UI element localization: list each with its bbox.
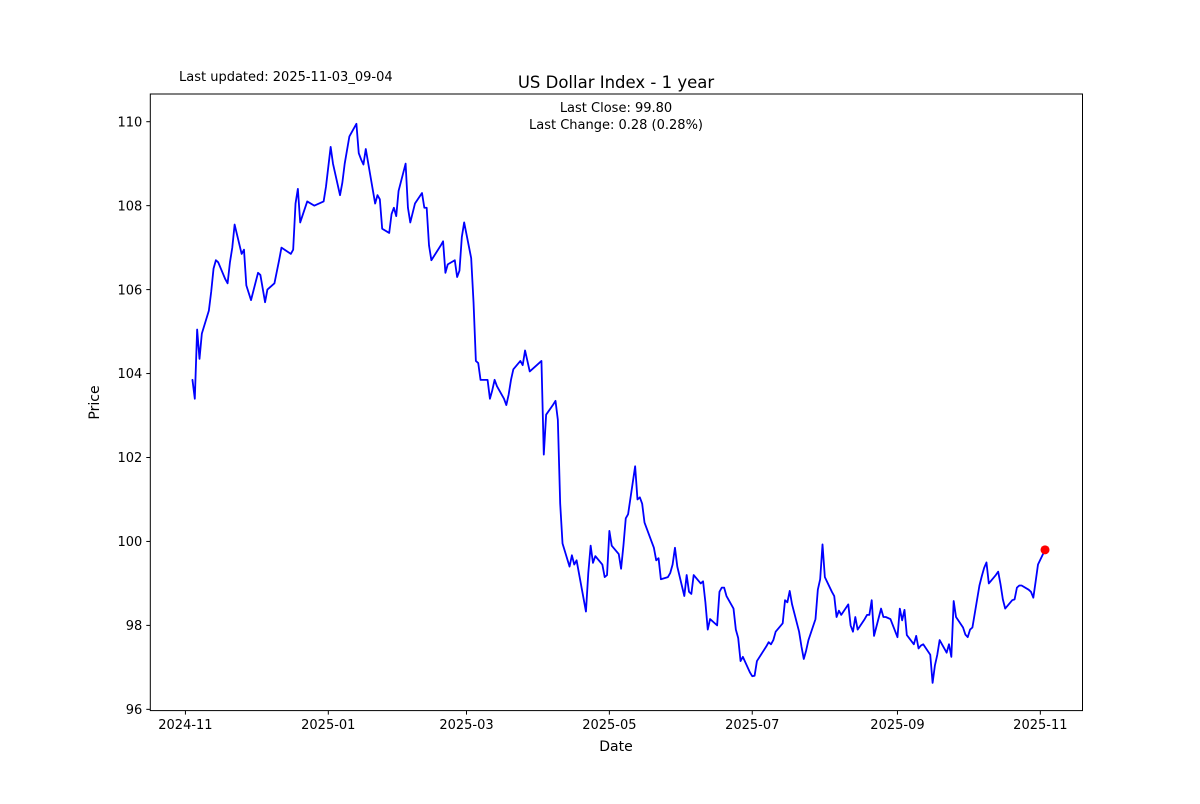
- last-updated-text: Last updated: 2025-11-03_09-04: [179, 70, 393, 85]
- x-axis-ticks: 2024-11 2025-01 2025-03 2025-05 2025-07 2025-…: [158, 710, 1068, 733]
- y-axis-ticks: 96 98 100 102 104 106 108 110: [117, 115, 151, 718]
- last-close-marker: [1040, 545, 1050, 555]
- x-tick-label: 2025-11: [1013, 718, 1067, 733]
- x-tick-label: 2025-05: [582, 718, 636, 733]
- y-tick-label: 104: [117, 367, 142, 382]
- x-tick-label: 2025-03: [439, 718, 493, 733]
- last-change-annotation: Last Change: 0.28 (0.28%): [529, 118, 703, 133]
- y-axis-label: Price: [87, 385, 103, 419]
- y-tick-label: 96: [126, 703, 143, 718]
- y-tick-label: 98: [126, 619, 143, 634]
- y-tick-label: 100: [117, 535, 142, 550]
- price-line: [191, 122, 1046, 684]
- y-tick-label: 102: [117, 451, 142, 466]
- axes-frame: [149, 93, 1084, 712]
- y-tick-label: 108: [117, 199, 142, 214]
- x-axis-label: Date: [599, 739, 632, 755]
- chart-title: US Dollar Index - 1 year: [518, 73, 715, 92]
- x-tick-label: 2025-07: [725, 718, 779, 733]
- x-tick-label: 2024-11: [158, 718, 212, 733]
- x-tick-label: 2025-01: [301, 718, 355, 733]
- x-tick-label: 2025-09: [870, 718, 924, 733]
- y-tick-label: 110: [117, 115, 142, 130]
- last-close-annotation: Last Close: 99.80: [560, 101, 672, 116]
- y-tick-label: 106: [117, 283, 142, 298]
